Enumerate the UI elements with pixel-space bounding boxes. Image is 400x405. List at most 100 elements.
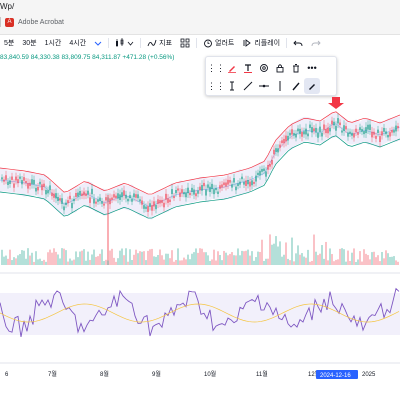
chart-type-button[interactable] xyxy=(111,38,138,48)
volume-bar xyxy=(39,258,41,265)
ohlc-readout: 83,840.59 84,330.38 83,809.75 84,311.87 … xyxy=(0,54,175,61)
volume-bar xyxy=(301,253,303,265)
candle-body xyxy=(19,176,21,179)
candle-body xyxy=(113,194,115,198)
volume-bar xyxy=(93,249,95,265)
volume-bar xyxy=(283,254,285,265)
candle-body xyxy=(103,203,105,206)
volume-bar xyxy=(191,253,193,265)
text-color-icon[interactable] xyxy=(240,60,256,76)
redo-button[interactable] xyxy=(307,38,325,48)
candle-body xyxy=(21,180,23,185)
volume-bar xyxy=(1,249,3,265)
volume-bar xyxy=(347,250,349,265)
candle-body xyxy=(135,194,137,198)
candle-body xyxy=(377,129,379,133)
volume-bar xyxy=(37,259,39,265)
price-chart[interactable]: 6 7월 8월 9월 10월 11월 12월 2025 2024-12-16 xyxy=(0,95,400,400)
horizontal-line-icon[interactable] xyxy=(256,78,272,94)
more-icon[interactable]: ••• xyxy=(307,63,317,73)
alarm-clock-icon xyxy=(204,39,212,48)
volume-bar xyxy=(153,256,155,265)
volume-bar xyxy=(145,260,147,265)
candle-body xyxy=(97,199,99,202)
drawing-toolbar-row-2: ⋮⋮ xyxy=(207,77,320,95)
candle-body xyxy=(285,135,287,142)
volume-bar xyxy=(269,234,271,265)
candle-body xyxy=(13,183,15,188)
candle-body xyxy=(175,190,177,194)
layout-button[interactable] xyxy=(176,38,194,48)
volume-bar xyxy=(85,260,87,265)
alerts-button[interactable]: 얼러트 xyxy=(199,38,238,48)
candle-body xyxy=(353,133,355,138)
volume-bar xyxy=(305,257,307,265)
candle-body xyxy=(47,190,49,194)
volume-bar xyxy=(155,256,157,265)
indicators-icon xyxy=(147,39,157,47)
volume-bar xyxy=(123,255,125,265)
candle-body xyxy=(99,197,101,201)
volume-bar xyxy=(349,260,351,265)
volume-bar xyxy=(393,256,395,265)
chart-area[interactable]: 6 7월 8월 9월 10월 11월 12월 2025 2024-12-16 xyxy=(0,95,400,405)
pencil-icon[interactable] xyxy=(224,60,240,76)
replay-button[interactable]: 리플레이 xyxy=(238,38,284,48)
volume-bar xyxy=(373,251,375,265)
undo-button[interactable] xyxy=(289,38,307,48)
vertical-line-icon[interactable] xyxy=(272,78,288,94)
candle-body xyxy=(63,206,65,211)
candle-body xyxy=(53,193,55,198)
volume-bar xyxy=(129,249,131,265)
volume-bar xyxy=(251,251,253,265)
brush-icon[interactable] xyxy=(288,78,304,94)
volume-bar xyxy=(341,248,343,265)
candle-body xyxy=(363,131,365,135)
interval-4h[interactable]: 4시간 xyxy=(69,40,87,47)
candle-body xyxy=(379,136,381,142)
indicators-button[interactable]: 지표 xyxy=(143,38,176,48)
volume-bar xyxy=(131,259,133,265)
candle-body xyxy=(221,184,223,188)
interval-1h[interactable]: 1시간 xyxy=(44,40,62,47)
candle-body xyxy=(173,196,175,199)
trend-line-icon[interactable] xyxy=(240,78,256,94)
volume-bar xyxy=(111,248,113,265)
volume-bar xyxy=(235,255,237,265)
volume-bar xyxy=(171,250,173,265)
candle-body xyxy=(269,164,271,167)
candle-body xyxy=(295,133,297,138)
candle-body xyxy=(223,182,225,186)
volume-bar xyxy=(367,255,369,265)
candle-body xyxy=(385,131,387,135)
candle-body xyxy=(277,148,279,153)
candle-body xyxy=(87,190,89,195)
candle-body xyxy=(253,181,255,184)
interval-30m[interactable]: 30분 xyxy=(22,40,37,47)
candle-body xyxy=(345,126,347,130)
acrobat-icon: A xyxy=(5,17,14,27)
lock-icon[interactable] xyxy=(272,60,288,76)
volume-bar xyxy=(289,260,291,265)
candle-body xyxy=(305,128,307,135)
candle-body xyxy=(215,187,217,191)
drag-handle-icon[interactable]: ⋮⋮ xyxy=(207,80,225,91)
candle-body xyxy=(381,131,383,136)
cursor-text-icon[interactable] xyxy=(224,78,240,94)
volume-bar xyxy=(177,248,179,265)
interval-5m[interactable]: 5분 xyxy=(4,40,15,47)
candle-body xyxy=(11,176,13,180)
volume-bar xyxy=(237,248,239,265)
candle-body xyxy=(365,127,367,134)
volume-bar xyxy=(21,250,23,265)
candle-body xyxy=(361,129,363,132)
trash-icon[interactable] xyxy=(288,60,304,76)
bookmark-adobe-acrobat[interactable]: A Adobe Acrobat xyxy=(0,17,64,27)
volume-bar xyxy=(69,258,71,265)
highlighter-icon[interactable] xyxy=(304,78,320,94)
volume-bar xyxy=(267,258,269,265)
candle-body xyxy=(197,190,199,194)
drag-handle-icon[interactable]: ⋮⋮ xyxy=(207,62,225,73)
interval-dropdown[interactable] xyxy=(90,39,106,47)
settings-icon[interactable] xyxy=(256,60,272,76)
